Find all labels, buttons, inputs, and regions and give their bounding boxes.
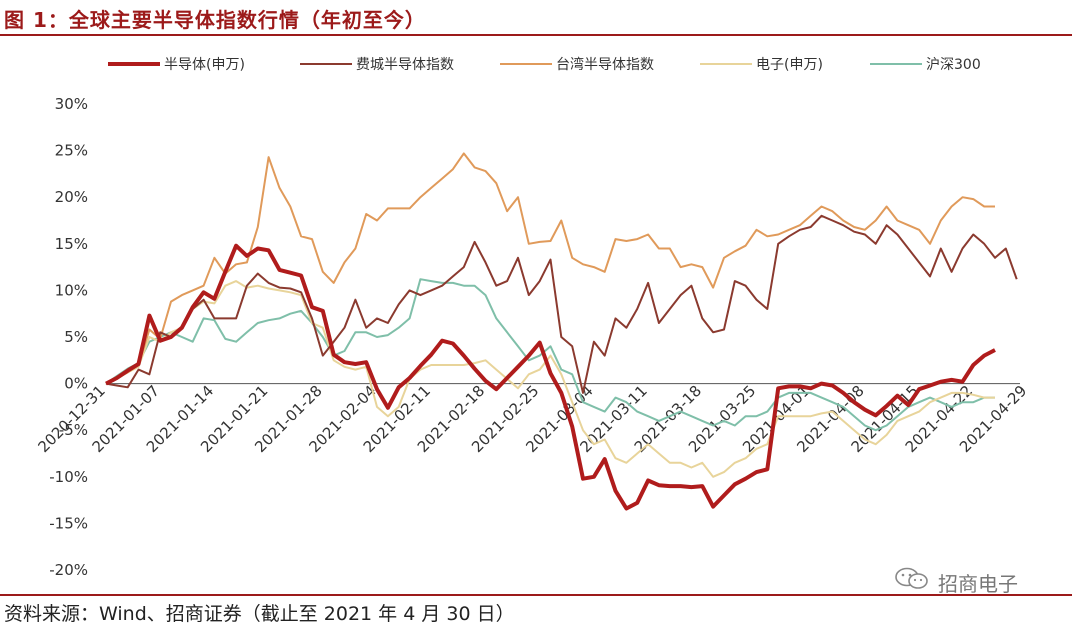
series-line-1 [105,214,1018,394]
y-tick-label: 30% [55,95,88,113]
x-axis: 2020-12-312021-01-072021-01-142021-01-21… [34,382,1030,456]
title-rule [0,34,1072,36]
y-tick-label: 10% [55,281,88,299]
y-tick-label: 25% [55,142,88,160]
legend-item: 台湾半导体指数 [500,56,654,73]
legend-label: 台湾半导体指数 [556,56,654,73]
legend-item: 电子(申万) [700,57,823,73]
y-tick-label: -20% [49,561,88,579]
legend-item: 半导体(申万) [108,57,245,73]
legend-label: 电子(申万) [756,57,823,73]
legend-item: 费城半导体指数 [300,57,454,73]
y-tick-label: -5% [59,421,88,439]
y-tick-label: 15% [55,235,88,253]
series-line-3 [105,280,995,478]
y-tick-label: 0% [64,375,88,393]
plot-area [105,152,1018,511]
y-tick-label: 5% [64,328,88,346]
source-rule [0,594,1072,596]
figure-title: 图 1：全球主要半导体指数行情（年初至今） [4,8,426,32]
series-line-0 [105,243,996,511]
y-tick-label: -10% [49,468,88,486]
series-line-2 [105,152,995,385]
y-axis: 30% 25% 20% 15% 10% 5% 0% -5% -10% -15% -20% [49,95,88,579]
y-tick-label: 20% [55,188,88,206]
legend-label: 费城半导体指数 [356,57,454,73]
figure-title-bar: 图 1：全球主要半导体指数行情（年初至今） [0,0,1080,36]
chart-legend: 半导体(申万) 费城半导体指数 台湾半导体指数 电子(申万) 沪深300 [108,56,981,73]
wechat-icon [895,567,928,589]
series-line-4 [105,278,995,432]
legend-item: 沪深300 [870,57,981,73]
legend-label: 沪深300 [926,57,981,73]
watermark-label: 招商电子 [938,572,1018,596]
y-tick-label: -15% [49,514,88,532]
line-chart: 半导体(申万) 费城半导体指数 台湾半导体指数 电子(申万) 沪深300 30% 25% 2… [34,56,1030,579]
legend-label: 半导体(申万) [164,57,245,73]
source-note: 资料来源：Wind、招商证券（截止至 2021 年 4 月 30 日） [4,603,515,625]
